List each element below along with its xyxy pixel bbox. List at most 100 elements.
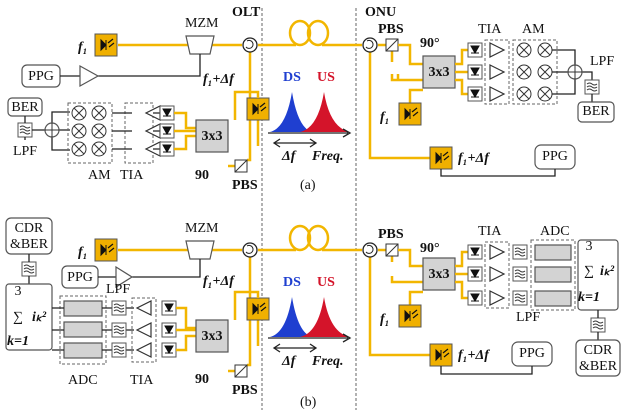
local-oscillator: [247, 298, 269, 320]
laser-label: f₁+Δf: [458, 348, 490, 363]
mixer: [72, 124, 86, 138]
mixer-label: AM: [88, 168, 111, 183]
tester-label: BER: [582, 104, 610, 119]
hybrid-label: 3x3: [202, 329, 223, 344]
photodiode: [160, 106, 174, 120]
phase-label: 90°: [420, 241, 440, 256]
lo-label: f₁: [380, 110, 390, 125]
filter: [18, 123, 32, 137]
laser: [430, 344, 452, 366]
splitter: [235, 365, 247, 377]
photodiode: [162, 343, 176, 357]
fiber: [174, 113, 196, 149]
freq-label: Freq.: [311, 149, 344, 164]
sum-term: iₖ²: [600, 264, 615, 279]
offset-label: Δf: [281, 354, 297, 369]
adc: [64, 322, 102, 337]
circulator: [243, 38, 257, 52]
onu-label: ONU: [365, 5, 396, 20]
ds-label: DS: [283, 70, 301, 85]
caption: (b): [300, 395, 317, 410]
lo-label: f₁+Δf: [203, 274, 235, 289]
laser-label: f₁+Δf: [458, 151, 490, 166]
panel-b: f₁ MZM PPG CDR &BER ∑ 3 k=1 iₖ² ADC LPF …: [6, 218, 620, 410]
ds-spectrum: [270, 92, 312, 132]
adc: [535, 267, 571, 282]
phase-label: 90°: [420, 36, 440, 51]
us-spectrum: [300, 92, 350, 132]
mixer: [538, 43, 552, 57]
local-oscillator: [399, 305, 421, 327]
generator-label: PPG: [519, 346, 545, 361]
ds-spectrum: [270, 297, 312, 337]
filter: [22, 262, 36, 276]
filter: [112, 323, 126, 337]
tester-label: &BER: [579, 359, 618, 374]
setup-diagram: OLT ONU f₁ MZM PPG BER LPF AM TIA 3x3 f₁…: [0, 0, 624, 415]
fiber-spool: [290, 226, 328, 250]
filter: [513, 291, 527, 305]
generator-label: PPG: [28, 69, 54, 84]
circulator: [243, 243, 257, 257]
generator-label: PPG: [67, 270, 93, 285]
us-label: US: [317, 275, 335, 290]
mixer: [517, 65, 531, 79]
photodiode: [468, 43, 482, 57]
tester-label: CDR: [584, 343, 613, 358]
mixer: [92, 124, 106, 138]
tia-label: TIA: [130, 373, 154, 388]
offset-arrow: [274, 344, 316, 352]
driver-amp: [80, 66, 98, 86]
splitter: [386, 244, 398, 256]
circulator: [363, 243, 377, 257]
laser-label: f₁: [78, 245, 88, 260]
phase-label: 90: [195, 168, 209, 183]
mixer: [92, 142, 106, 156]
hybrid-label: 3x3: [429, 267, 450, 282]
tia: [137, 343, 151, 357]
mixer: [72, 142, 86, 156]
filter-label: LPF: [13, 144, 37, 159]
us-spectrum: [300, 297, 350, 337]
adc: [64, 301, 102, 316]
fiber: [455, 252, 468, 298]
filter: [585, 80, 599, 94]
filter: [513, 267, 527, 281]
mixer-label: AM: [522, 22, 545, 37]
adc-label: ADC: [540, 224, 570, 239]
fiber: [410, 292, 423, 305]
sum-term: iₖ²: [32, 310, 47, 325]
tester-label: &BER: [10, 237, 49, 252]
mixer: [538, 65, 552, 79]
mixer: [92, 106, 106, 120]
laser: [430, 147, 452, 169]
wire: [441, 366, 532, 374]
filter: [112, 343, 126, 357]
hybrid-label: 3x3: [202, 129, 223, 144]
tia-label: TIA: [120, 168, 144, 183]
sum-symbol: ∑: [584, 264, 594, 279]
laser: [95, 239, 117, 261]
generator-label: PPG: [542, 149, 568, 164]
photodiode: [468, 291, 482, 305]
sum-upper: 3: [586, 239, 593, 254]
tia: [137, 301, 151, 315]
photodiode: [468, 267, 482, 281]
tia: [490, 245, 504, 259]
tia: [137, 323, 151, 337]
photodiode: [162, 323, 176, 337]
splitter-label: PBS: [378, 22, 404, 37]
sum-lower: k=1: [578, 290, 600, 305]
fiber: [176, 308, 196, 350]
mixer: [517, 87, 531, 101]
photodiode: [468, 87, 482, 101]
splitter-label: PBS: [378, 227, 404, 242]
splitter: [235, 160, 247, 172]
circulator: [363, 38, 377, 52]
wire: [441, 169, 555, 176]
splitter-label: PBS: [232, 178, 258, 193]
modulator: [186, 36, 214, 54]
lo-label: f₁: [380, 312, 390, 327]
laser: [95, 34, 117, 56]
filter: [513, 245, 527, 259]
